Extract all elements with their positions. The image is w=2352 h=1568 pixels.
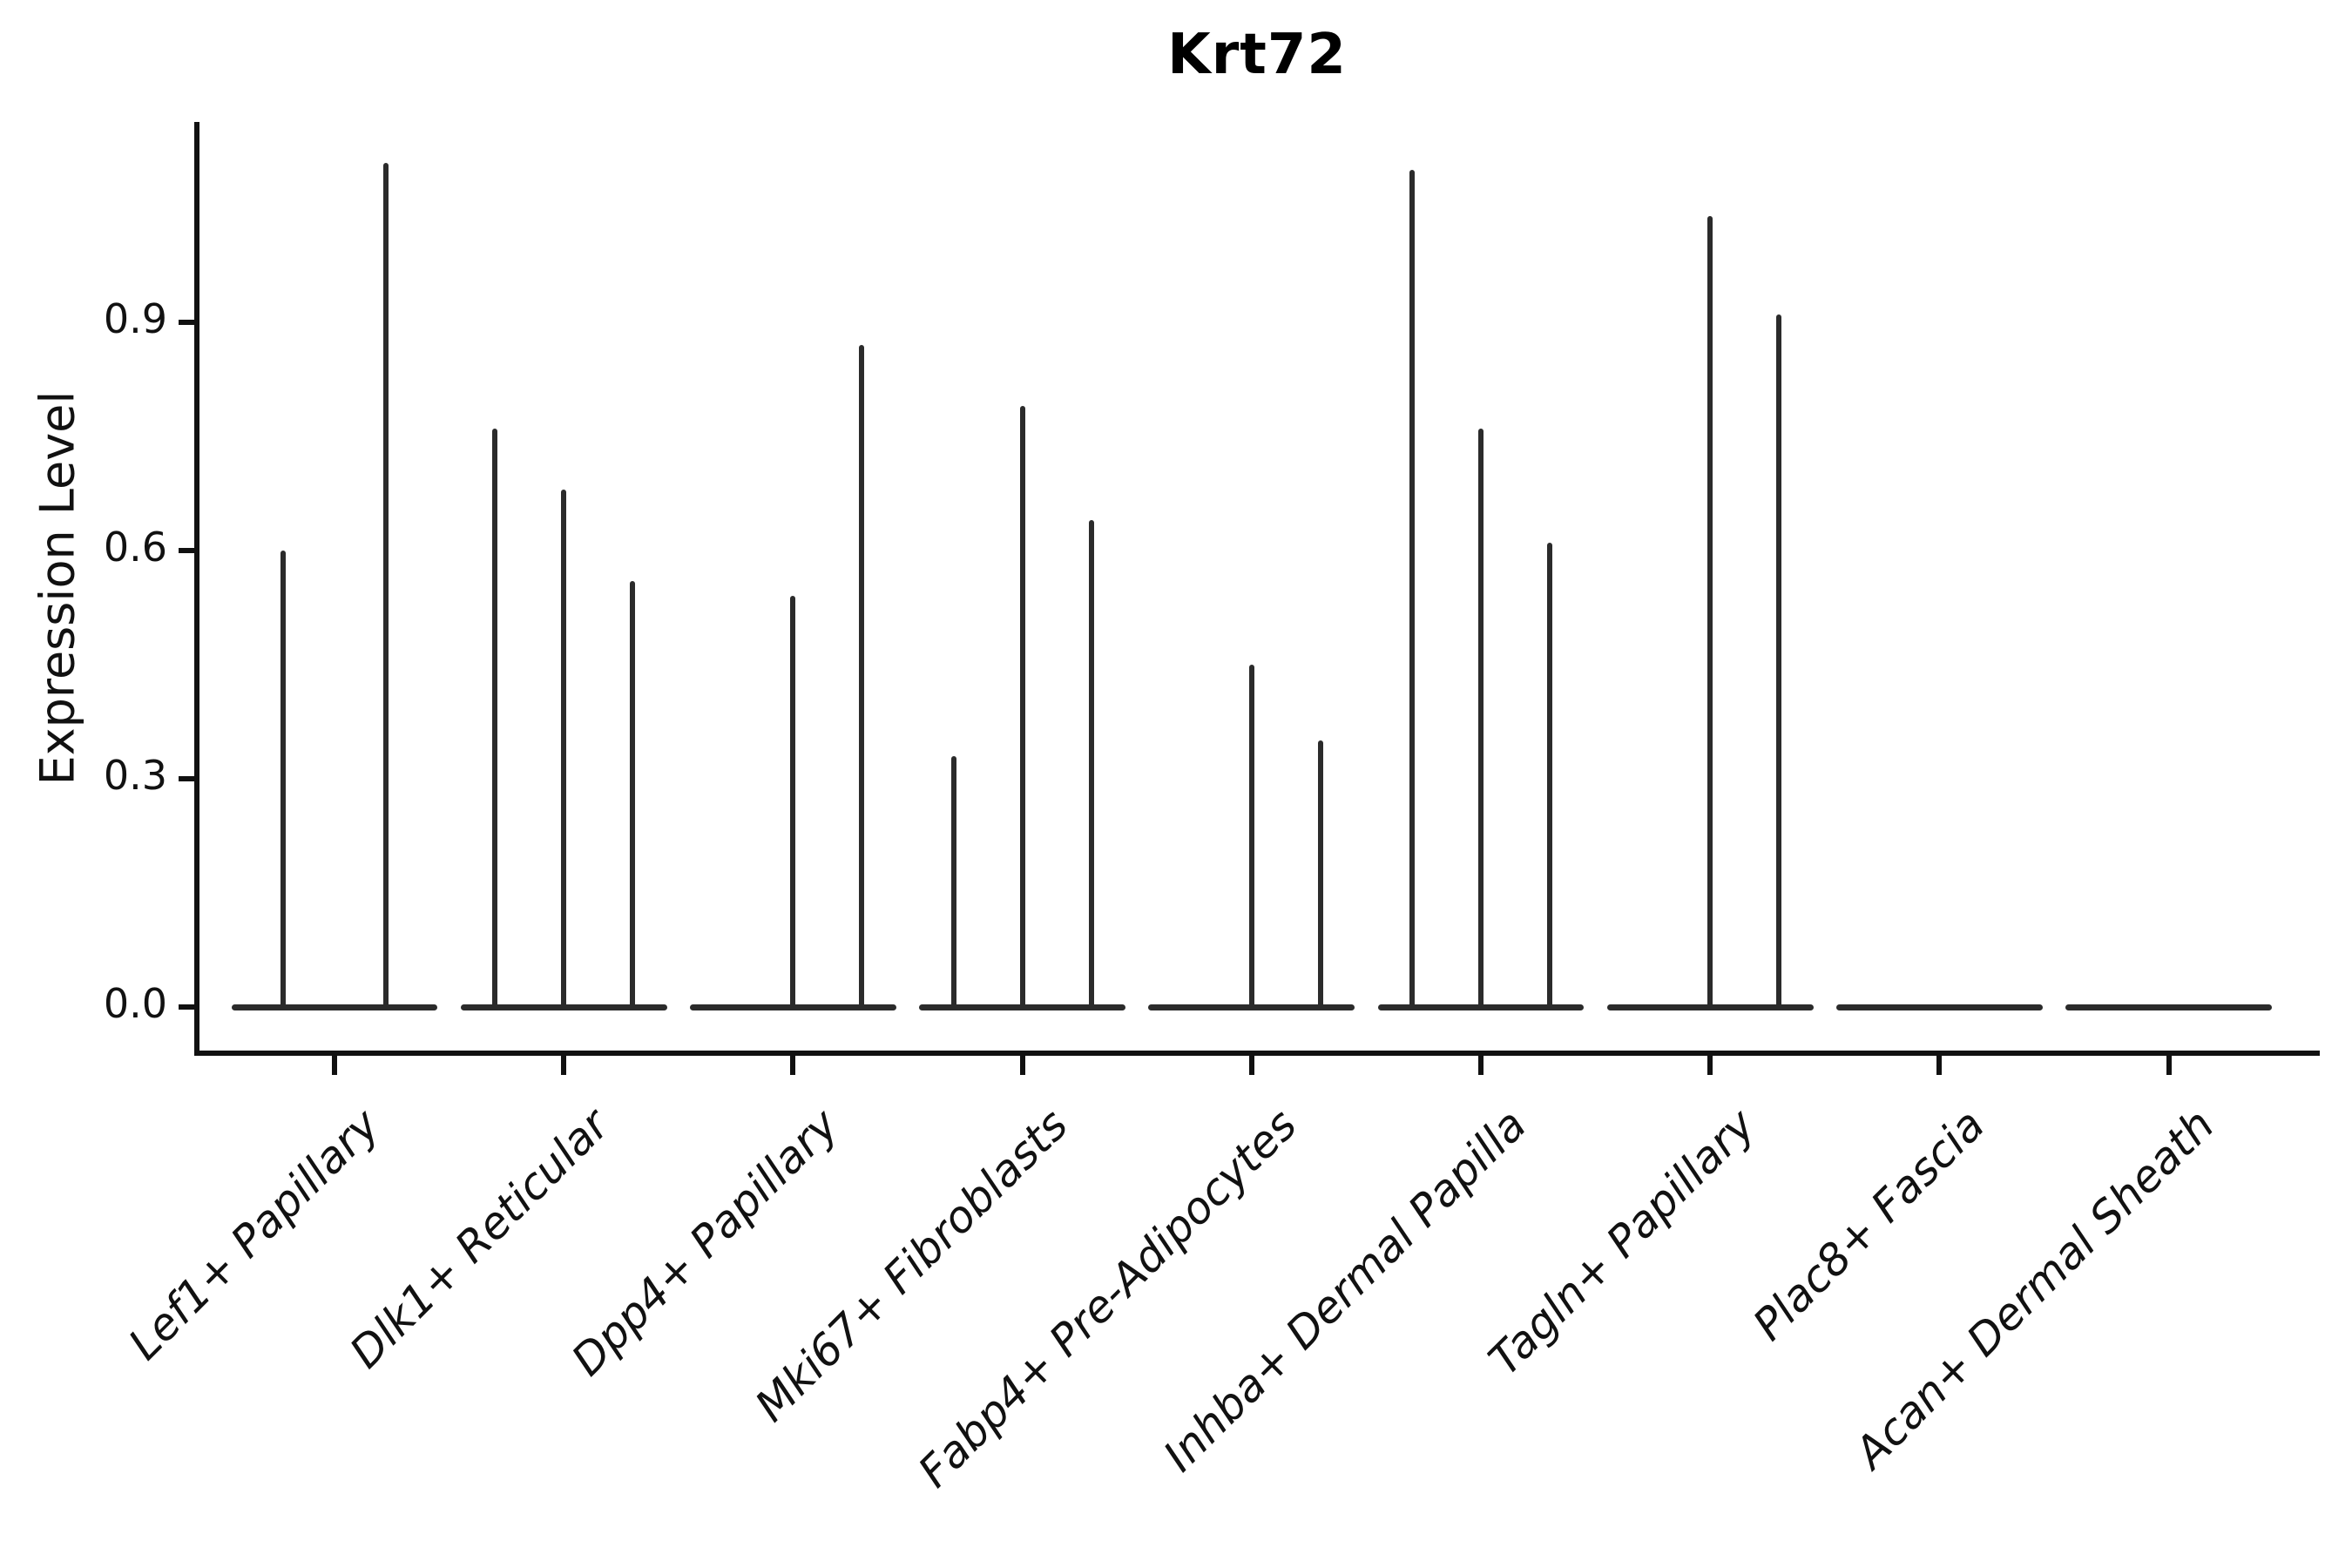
violin-spike <box>1478 429 1484 1010</box>
violin-spike <box>1088 520 1094 1010</box>
x-tick-label-1: Lef1+ Papillary <box>118 1099 390 1370</box>
violin-spike <box>859 345 865 1010</box>
y-tick-label: 0.6 <box>103 524 167 571</box>
x-tick-mark <box>1019 1056 1025 1075</box>
y-tick-mark <box>179 320 197 326</box>
x-tick-mark <box>332 1056 337 1075</box>
violin-spike <box>1409 170 1416 1010</box>
violin-spike <box>383 162 389 1010</box>
violin-spike <box>280 551 286 1010</box>
violin-spike <box>950 755 956 1010</box>
y-tick-label: 0.3 <box>103 752 167 799</box>
x-tick-mark <box>1936 1056 1943 1075</box>
violin-spike <box>1248 665 1254 1010</box>
y-tick-mark <box>179 1004 197 1010</box>
violin-spike <box>630 580 636 1010</box>
x-axis-spine <box>194 1051 2320 1056</box>
x-tick-mark <box>561 1056 567 1075</box>
chart-title: Krt72 <box>1167 23 1347 87</box>
y-axis-label: Expression Level <box>30 390 85 786</box>
violin-spike <box>1707 215 1713 1010</box>
violin-spike <box>1776 314 1782 1010</box>
y-tick-mark <box>179 548 197 554</box>
violin-base <box>231 1004 438 1010</box>
violin-spike <box>790 596 796 1010</box>
x-tick-mark <box>790 1056 796 1075</box>
violin-spike <box>1546 543 1552 1010</box>
violin-spike <box>1317 740 1323 1010</box>
y-axis-spine <box>194 122 199 1056</box>
x-tick-mark <box>1478 1056 1484 1075</box>
violin-base <box>2065 1004 2272 1010</box>
x-tick-mark <box>1248 1056 1254 1075</box>
x-tick-mark <box>1707 1056 1713 1075</box>
violin-base <box>1836 1004 2043 1010</box>
x-tick-label-8: Plac8+ Fascia <box>1743 1099 1995 1350</box>
violin-spike <box>561 490 567 1010</box>
violin-spike <box>1019 406 1025 1010</box>
y-tick-mark <box>179 776 197 781</box>
x-tick-label-6: Inhba+ Dermal Papilla <box>1153 1099 1537 1482</box>
y-tick-label: 0.9 <box>103 295 167 343</box>
x-tick-label-5: Fabp4+ Pre-Adipocytes <box>909 1099 1307 1497</box>
y-tick-label: 0.0 <box>103 980 167 1027</box>
x-tick-mark <box>2166 1056 2172 1075</box>
violin-spike <box>492 429 498 1010</box>
